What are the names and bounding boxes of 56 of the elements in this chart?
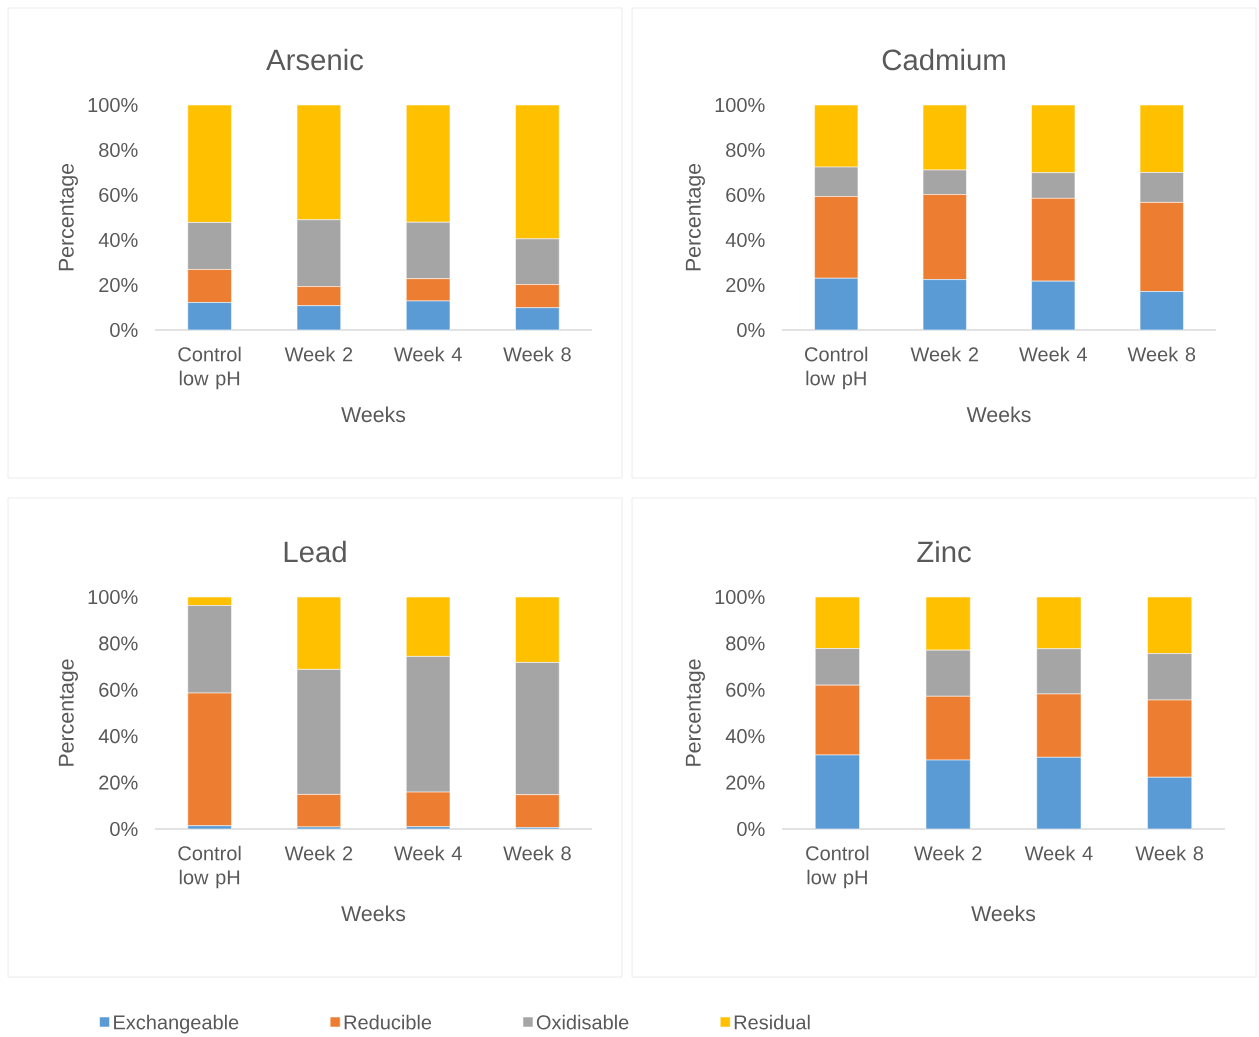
chart-title: Lead [284,540,346,563]
x-axis-title: Weeks [966,406,1031,423]
x-tick-label: Week 4 [393,845,462,861]
y-axis-title: Percentage [58,659,78,767]
y-tick-label: 80% [726,143,765,158]
y-tick-label: 0% [737,323,765,338]
legend-label: Reducible [344,1014,432,1030]
y-tick-label: 40% [725,233,765,248]
x-axis-title: Weeks [341,905,406,922]
y-tick-label: 100% [715,98,765,113]
chart-title: Zinc [917,540,971,563]
x-tick-label: Week 8 [503,346,571,362]
y-tick-label: 20% [726,278,765,293]
x-tick-label: Week 8 [503,845,571,861]
x-tick-label: Week 2 [913,845,982,861]
y-tick-label: 60% [726,188,765,203]
x-tick-label: Control low pH [178,346,241,390]
y-tick-label: 100% [88,590,138,605]
x-tick-label: Week 8 [1135,845,1204,861]
legend-label: Residual [734,1014,810,1030]
y-axis-title: Percentage [685,164,705,271]
x-tick-label: Week 2 [910,346,979,362]
y-tick-label: 40% [98,233,138,248]
y-tick-label: 100% [715,590,765,605]
y-tick-label: 60% [99,188,138,203]
y-tick-label: 80% [99,636,138,651]
chart-title: Arsenic [266,48,364,71]
y-tick-label: 20% [99,278,138,293]
legend-label: Exchangeable [114,1014,239,1034]
y-tick-label: 0% [737,822,765,837]
y-tick-label: 60% [99,682,138,698]
x-axis-title: Weeks [341,406,406,423]
x-tick-label: Week 4 [1019,346,1087,362]
y-tick-label: 20% [99,775,138,790]
x-tick-label: Week 4 [1024,845,1093,861]
y-tick-label: 0% [110,323,138,338]
x-tick-label: Control low pH [806,845,869,889]
chart-title: Cadmium [882,48,1005,71]
y-tick-label: 80% [726,636,765,651]
legend-label: Oxidisable [536,1014,629,1030]
y-axis-title: Percentage [685,659,705,766]
y-tick-label: 0% [110,822,138,837]
x-tick-label: Week 8 [1127,346,1196,362]
x-axis-title: Weeks [971,905,1036,922]
x-tick-label: Control low pH [805,346,868,390]
x-tick-label: Control low pH [178,845,241,889]
y-tick-label: 40% [725,729,765,744]
y-tick-label: 80% [99,143,138,158]
x-tick-label: Week 4 [393,346,462,362]
x-tick-label: Week 2 [284,346,353,362]
y-tick-label: 100% [88,98,138,113]
y-tick-label: 60% [726,682,765,698]
y-axis-title: Percentage [58,164,78,271]
y-tick-label: 40% [98,729,138,744]
y-tick-label: 20% [726,775,765,790]
x-tick-label: Week 2 [284,845,353,861]
